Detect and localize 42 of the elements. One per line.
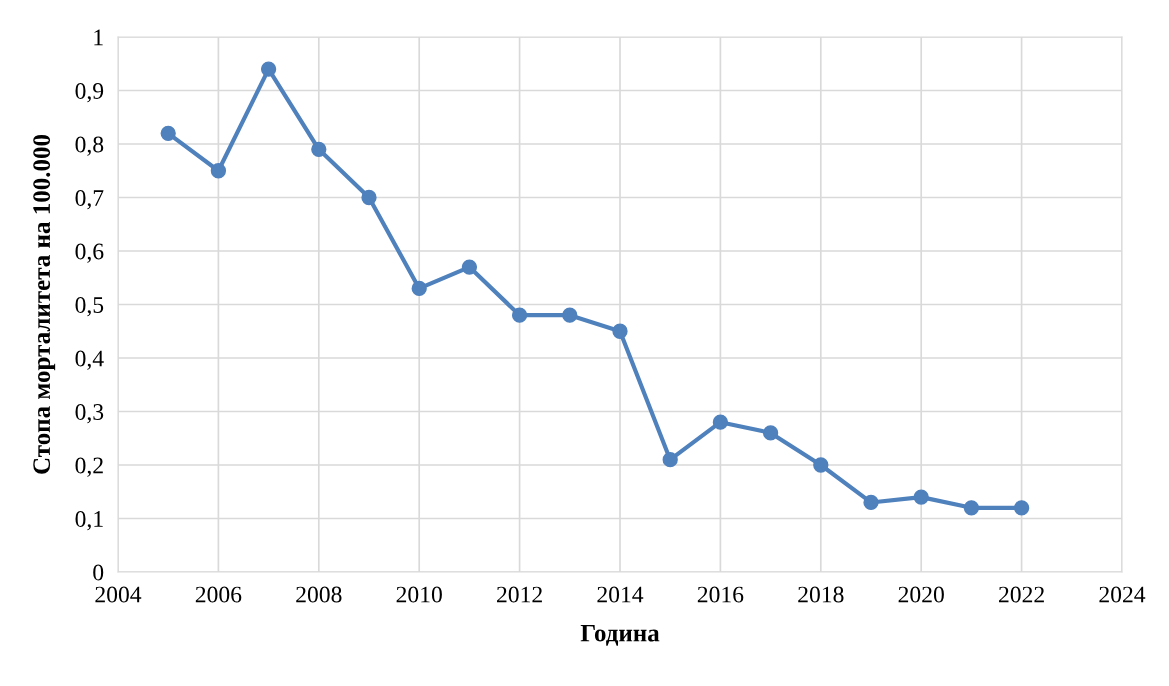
point — [662, 452, 678, 468]
x-tick-label: 2006 — [195, 586, 242, 603]
y-tick-label: 0,6 — [75, 243, 104, 263]
y-tick-label: 0,4 — [75, 350, 104, 370]
point — [361, 189, 377, 206]
y-tick-label: 0,3 — [75, 403, 104, 424]
x-axis-title: Година — [580, 624, 660, 646]
y-tick-label: 0,5 — [75, 296, 104, 317]
y-tick-label: 0,9 — [75, 82, 104, 103]
x-tick-label: 2022 — [999, 586, 1044, 603]
x-tick-label: 2004 — [95, 586, 142, 603]
point — [160, 125, 176, 141]
point — [511, 307, 528, 323]
y-axis-title: Стопа морталитета на 100.000 — [33, 135, 56, 474]
y-tick-label: 1 — [94, 29, 103, 46]
x-tick-label: 2016 — [697, 586, 744, 603]
x-tick-label: 2024 — [1099, 586, 1146, 603]
point — [963, 500, 980, 516]
point — [461, 259, 478, 275]
y-tick-label: 0 — [93, 564, 104, 581]
point — [411, 280, 427, 297]
point — [311, 141, 327, 157]
point — [210, 163, 227, 179]
y-tick-label: 0,1 — [75, 510, 103, 531]
point — [612, 323, 628, 339]
point — [913, 489, 929, 505]
point — [562, 307, 578, 323]
x-tick-label: 2018 — [798, 586, 844, 603]
x-tick-label: 2012 — [497, 586, 542, 603]
point — [260, 61, 277, 77]
x-tick-label: 2008 — [296, 586, 342, 603]
point — [712, 414, 729, 430]
point — [762, 425, 779, 441]
point — [863, 494, 879, 511]
x-tick-label: 2020 — [898, 586, 944, 603]
point — [1013, 500, 1030, 516]
x-tick-label: 2010 — [396, 586, 442, 603]
y-tick-label: 0,8 — [75, 136, 104, 156]
x-tick-label: 2014 — [597, 586, 644, 603]
point — [813, 457, 829, 473]
y-tick-label: 0,2 — [75, 457, 103, 477]
y-tick-label: 0,7 — [75, 189, 104, 210]
